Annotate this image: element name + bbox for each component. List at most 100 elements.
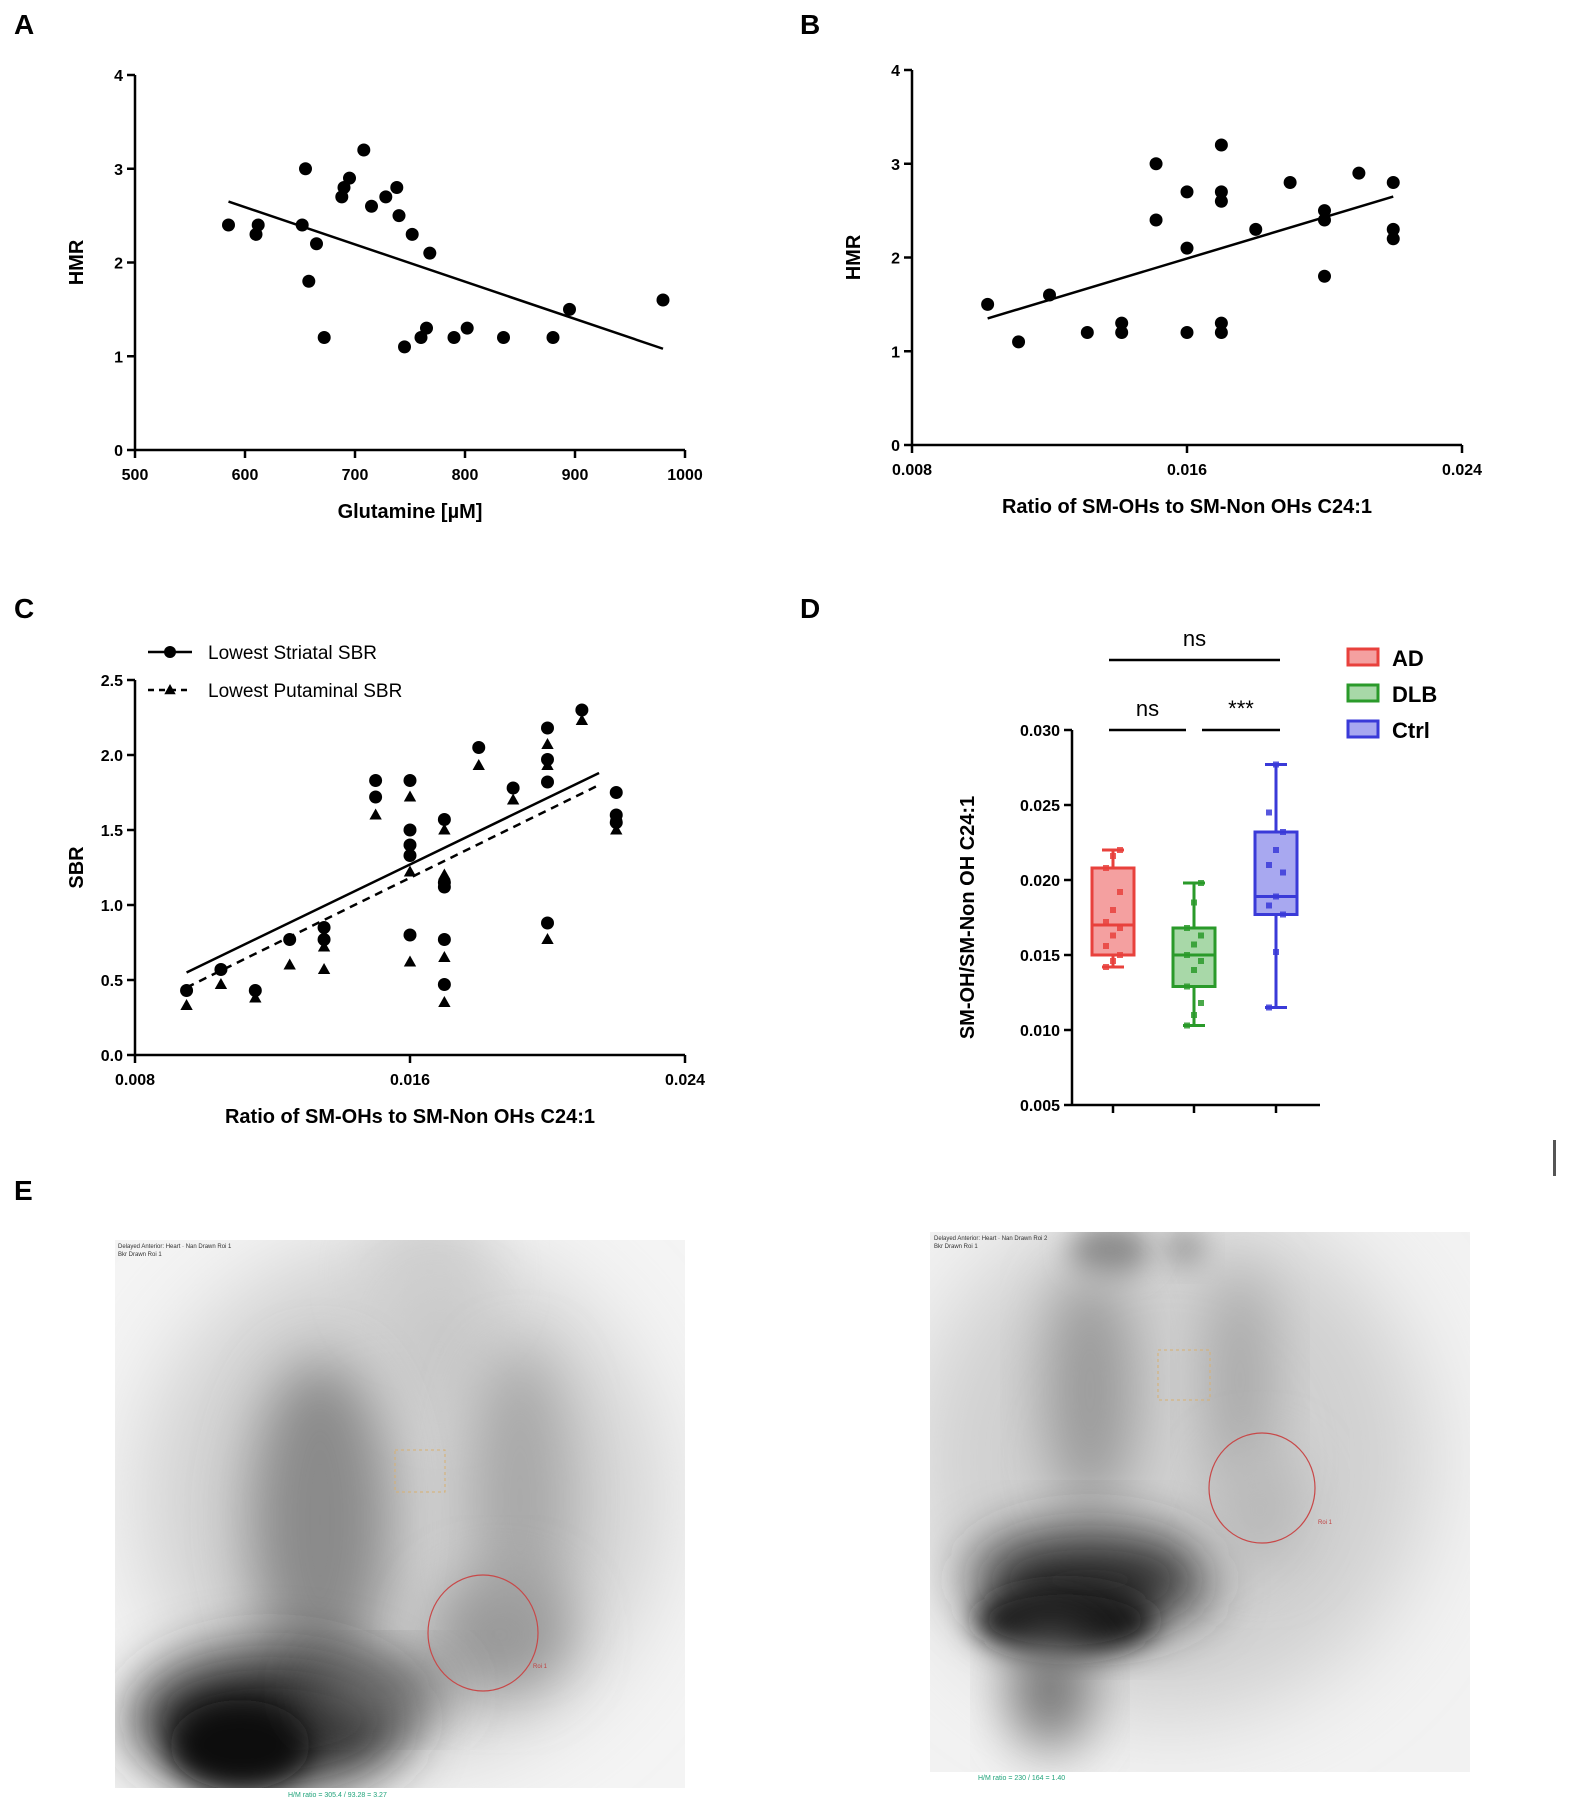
- scan-left-ratio: H/M ratio = 305.4 / 93.28 = 3.27: [288, 1792, 387, 1799]
- edge-mark: [1553, 1140, 1556, 1176]
- data-point-triangle: [369, 808, 382, 820]
- y-tick-label: 2.0: [101, 748, 123, 765]
- data-point-circle: [403, 838, 417, 852]
- x-tick-label: 0.024: [665, 1072, 705, 1089]
- x-tick-label: 0.008: [115, 1072, 155, 1089]
- data-point: [302, 274, 316, 288]
- data-point: [1149, 157, 1163, 171]
- panel-letter-d: D: [800, 593, 820, 624]
- data-point-triangle: [438, 868, 451, 880]
- y-tick-label: 0: [891, 438, 900, 455]
- data-point: [1266, 862, 1272, 868]
- legend-label-ctrl: Ctrl: [1392, 718, 1430, 743]
- data-point: [656, 293, 670, 307]
- fit-line-striatal: [186, 771, 600, 974]
- x-tick-label: 1000: [667, 467, 703, 484]
- data-point: [1318, 213, 1331, 227]
- data-point-triangle: [610, 808, 623, 820]
- scan-right-ratio: H/M ratio = 230 / 164 = 1.40: [978, 1775, 1065, 1782]
- legend-label-dlb: DLB: [1392, 682, 1437, 707]
- data-point: [981, 297, 995, 311]
- data-point: [1273, 847, 1279, 853]
- y-tick-label: 2: [891, 251, 900, 268]
- data-point: [1180, 185, 1194, 199]
- scan-left-roi-label: Roi 1: [533, 1664, 548, 1670]
- y-tick-label: 2: [114, 256, 123, 273]
- data-point: [497, 331, 510, 344]
- data-point-triangle: [403, 790, 417, 802]
- data-point: [390, 181, 404, 194]
- data-point: [1117, 889, 1123, 895]
- data-point-triangle: [180, 999, 193, 1011]
- data-point-triangle: [541, 738, 554, 750]
- data-point-triangle: [438, 951, 451, 963]
- data-point-triangle: [317, 940, 331, 952]
- x-tick-label: 0.016: [390, 1072, 430, 1089]
- data-point: [423, 246, 437, 260]
- y-tick-label: 0.010: [1020, 1023, 1060, 1040]
- data-point: [1318, 204, 1331, 218]
- x-axis-title: Ratio of SM-OHs to SM-Non OHs C24:1: [1002, 496, 1372, 518]
- fit-line: [228, 200, 664, 350]
- data-point: [1191, 967, 1197, 973]
- y-axis-title: HMR: [843, 234, 865, 280]
- data-point: [1280, 829, 1286, 835]
- data-point: [1191, 899, 1197, 906]
- panel-letter-b: B: [800, 9, 820, 40]
- data-point: [1184, 952, 1190, 958]
- data-point: [1198, 958, 1204, 964]
- y-tick-label: 0.005: [1020, 1098, 1060, 1115]
- data-point: [1266, 1004, 1272, 1011]
- data-point-circle: [403, 774, 417, 787]
- data-point: [1080, 326, 1094, 339]
- data-point: [392, 209, 406, 223]
- data-point-circle: [403, 823, 417, 837]
- y-axis-title: HMR: [66, 239, 88, 285]
- data-point: [1198, 1000, 1204, 1006]
- data-point: [1352, 166, 1366, 180]
- data-point-circle: [437, 978, 451, 991]
- data-point-triangle: [438, 996, 451, 1008]
- panel-letter-e: E: [14, 1175, 33, 1206]
- x-tick-label: 0.008: [892, 462, 932, 479]
- data-point: [343, 171, 356, 185]
- data-point-triangle: [249, 991, 262, 1003]
- data-point: [1103, 865, 1109, 871]
- legend-label-putaminal: Lowest Putaminal SBR: [208, 681, 402, 702]
- data-point-triangle: [541, 933, 554, 945]
- data-point-circle: [472, 741, 486, 754]
- data-point: [1266, 902, 1272, 909]
- y-axis-title: SM-OH/SM-Non OH C24:1: [957, 796, 979, 1039]
- data-point-triangle: [283, 958, 296, 970]
- chart-d: 0.005 0.010 0.015 0.020 0.025 0.030 SM-OH/SM-N…: [957, 626, 1437, 1115]
- data-point: [1180, 241, 1194, 255]
- data-point: [317, 331, 331, 344]
- y-tick-label: 3: [891, 157, 900, 174]
- data-point-triangle: [472, 759, 485, 771]
- data-point-circle: [369, 774, 383, 787]
- legend-marker-striatal: [164, 646, 176, 658]
- data-point: [337, 181, 351, 194]
- data-point: [1117, 925, 1123, 931]
- data-point: [420, 321, 433, 335]
- data-point-circle: [369, 790, 383, 804]
- y-tick-label: 2.5: [101, 673, 123, 690]
- data-point: [379, 190, 393, 204]
- data-point: [398, 340, 411, 354]
- data-point: [365, 199, 378, 213]
- data-point-circle: [437, 880, 451, 894]
- y-tick-label: 0.5: [101, 973, 123, 990]
- data-point: [1103, 964, 1109, 970]
- scan-right-header-2: Bkr Drawn Roi 1: [934, 1244, 978, 1250]
- y-tick-label: 0.020: [1020, 873, 1060, 890]
- scan-right-roi-label: Roi 1: [1318, 1520, 1333, 1526]
- x-tick-label: 0.024: [1442, 462, 1482, 479]
- fit-line-putaminal: [186, 783, 600, 989]
- scan-right-header-1: Delayed Anterior: Heart · Nan Drawn Roi …: [934, 1236, 1048, 1242]
- data-point-triangle: [403, 865, 417, 877]
- y-axis-title: SBR: [66, 846, 88, 889]
- scan-left-header-1: Delayed Anterior: Heart · Nan Drawn Roi …: [118, 1244, 232, 1250]
- scan-image-right: [930, 1232, 1470, 1772]
- data-point: [1110, 932, 1116, 939]
- y-tick-label: 1.5: [101, 823, 123, 840]
